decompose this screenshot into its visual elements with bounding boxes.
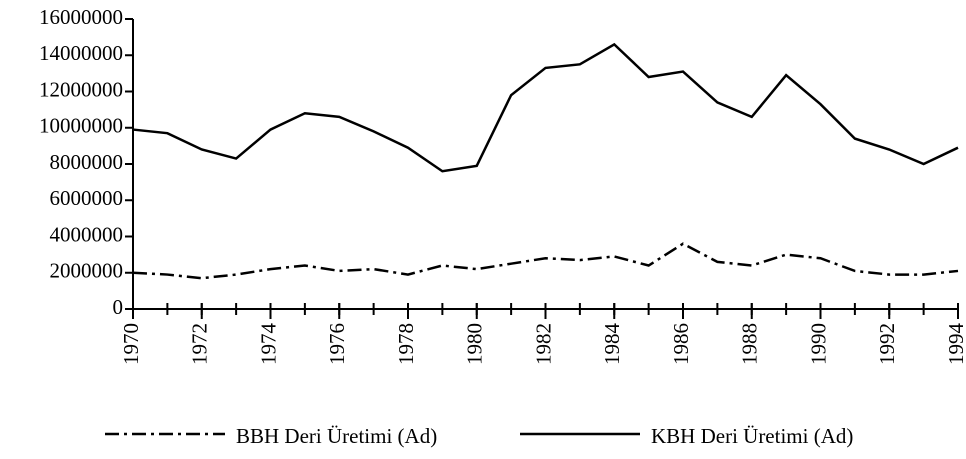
y-tick-label: 2000000 xyxy=(50,259,124,283)
legend-label: KBH Deri Üretimi (Ad) xyxy=(651,424,853,448)
x-tick-label: 1990 xyxy=(806,323,830,365)
y-tick-label: 16000000 xyxy=(39,5,123,29)
y-tick-label: 4000000 xyxy=(50,222,124,246)
y-tick-label: 6000000 xyxy=(50,186,124,210)
x-tick-label: 1976 xyxy=(325,323,349,365)
line-series xyxy=(132,42,959,173)
x-tick-label: 1972 xyxy=(188,323,212,365)
x-tick-label: 1978 xyxy=(394,323,418,365)
legend-label: BBH Deri Üretimi (Ad) xyxy=(236,424,437,448)
x-tick-label: 1984 xyxy=(600,323,624,366)
x-tick-label: 1970 xyxy=(119,323,143,365)
x-tick-label: 1986 xyxy=(669,323,693,365)
y-tick-label: 12000000 xyxy=(39,77,123,101)
x-tick-label: 1982 xyxy=(531,323,555,365)
x-tick-label: 1974 xyxy=(256,323,280,366)
x-tick-label: 1994 xyxy=(944,323,966,366)
y-tick-label: 0 xyxy=(113,295,124,319)
x-tick-label: 1980 xyxy=(463,323,487,365)
x-tick-label: 1988 xyxy=(738,323,762,365)
line-series xyxy=(132,242,959,280)
x-tick-label: 1992 xyxy=(875,323,899,365)
y-tick-label: 8000000 xyxy=(50,150,124,174)
y-tick-label: 14000000 xyxy=(39,41,123,65)
y-tick-label: 10000000 xyxy=(39,114,123,138)
